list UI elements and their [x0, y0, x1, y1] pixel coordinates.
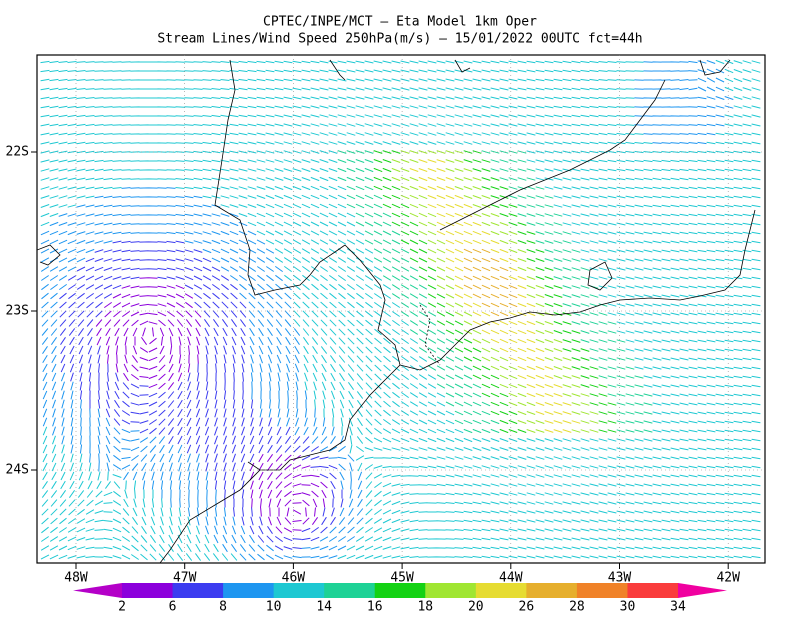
colorbar-segment: [122, 583, 174, 598]
colorbar-label: 26: [519, 600, 535, 615]
x-tick-label: 45W: [390, 571, 414, 586]
colorbar-label: 2: [118, 600, 126, 615]
streamline-group: [40, 59, 761, 561]
colorbar-label: 16: [367, 600, 383, 615]
colorbar-label: 18: [417, 600, 433, 615]
colorbar-label: 34: [670, 600, 686, 615]
streamline-group: [59, 240, 344, 551]
y-tick-label: 22S: [6, 145, 29, 160]
axes: 48W 47W 46W 45W 44W 43W 42W 22S 23S 24S: [6, 55, 765, 586]
streamline-group: [95, 277, 328, 534]
colorbar: 2 6 8 10 14 16 18 20 26 28 30 34: [73, 583, 727, 615]
colorbar-segment: [425, 583, 477, 598]
colorbar-segment: [172, 583, 224, 598]
coastline: [37, 59, 756, 563]
colorbar-label: 10: [266, 600, 282, 615]
x-tick-label: 43W: [608, 571, 632, 586]
y-tick-label: 24S: [6, 463, 29, 478]
streamline-group: [373, 150, 617, 434]
colorbar-label: 30: [620, 600, 636, 615]
colorbar-segment: [576, 583, 628, 598]
colorbar-label: 20: [468, 600, 484, 615]
y-tick-label: 23S: [6, 304, 29, 319]
colorbar-label: 6: [169, 600, 177, 615]
colorbar-label: 14: [316, 600, 332, 615]
colorbar-segment: [627, 583, 679, 598]
map-frame: [36, 54, 766, 564]
x-tick-label: 44W: [499, 571, 523, 586]
x-tick-label: 42W: [716, 571, 740, 586]
colorbar-segment: [374, 583, 426, 598]
colorbar-label: 8: [219, 600, 227, 615]
colorbar-segment: [223, 583, 275, 598]
streamline-group: [40, 60, 734, 561]
colorbar-segment: [475, 583, 527, 598]
x-tick-label: 48W: [64, 571, 88, 586]
colorbar-segment: [324, 583, 376, 598]
colorbar-end: [678, 583, 727, 598]
x-tick-label: 47W: [173, 571, 197, 586]
colorbar-segment: [526, 583, 578, 598]
x-tick-label: 46W: [282, 571, 306, 586]
subtitle: Stream Lines/Wind Speed 250hPa(m/s) — 15…: [157, 32, 642, 47]
streamline-group: [463, 248, 518, 317]
colorbar-segment: [273, 583, 325, 598]
colorbar-label: 28: [569, 600, 585, 615]
streamline-group: [409, 159, 581, 433]
streamline-group: [391, 150, 599, 433]
streamline-field: [40, 59, 761, 561]
streamline-group: [337, 150, 653, 434]
title: CPTEC/INPE/MCT — Eta Model 1km Oper: [263, 15, 537, 30]
colorbar-end: [73, 583, 122, 598]
